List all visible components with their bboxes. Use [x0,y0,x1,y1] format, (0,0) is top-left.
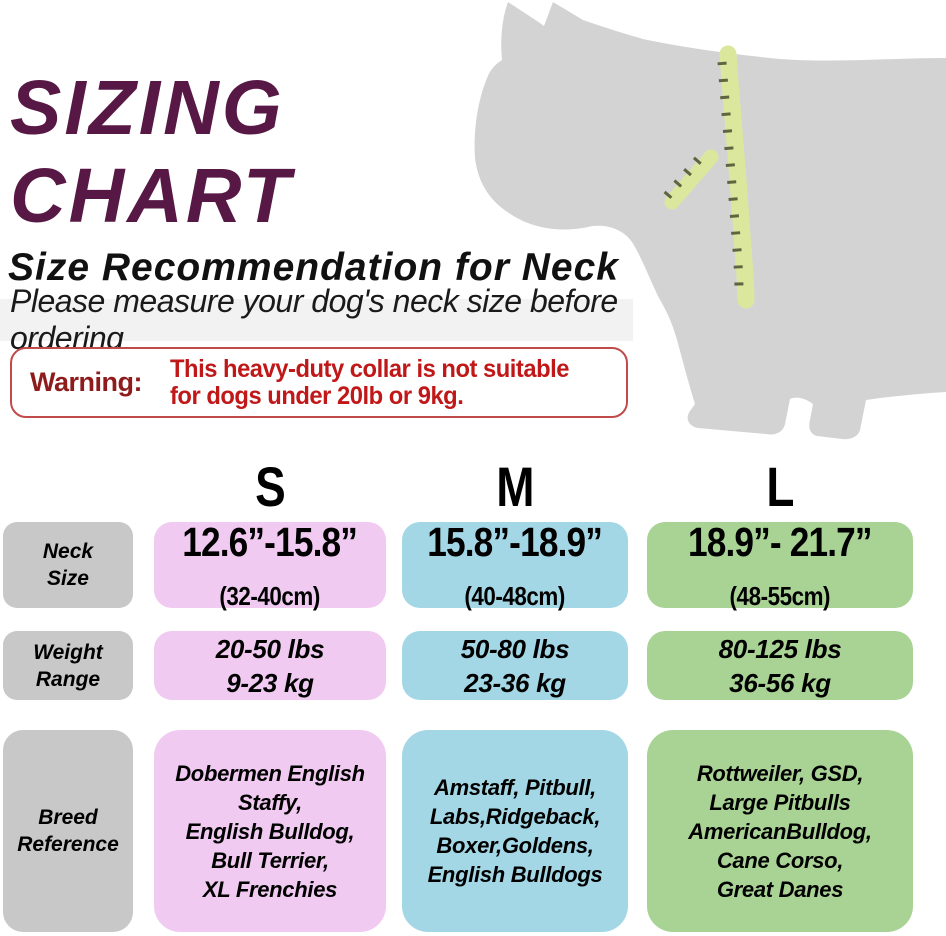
neck-size-cell-l: 18.9”- 21.7” (48-55cm) [647,520,913,610]
breed-reference-cell-m: Amstaff, Pitbull, Labs,Ridgeback, Boxer,… [402,730,628,932]
row-label-weight-range: Weight Range [3,631,133,700]
warning-label: Warning: [30,367,142,397]
weight-range-cell-s: 20-50 lbs 9-23 kg [154,631,386,700]
page-title: SIZING CHART [10,65,294,239]
measuring-tape [719,45,755,309]
breed-reference-cell-s: Dobermen English Staffy, English Bulldog… [154,730,386,932]
neck-size-value-m: 15.8”-18.9” (40-48cm) [427,502,604,628]
neck-size-value-s: 12.6”-15.8” (32-40cm) [182,502,359,628]
neck-size-cell-s: 12.6”-15.8” (32-40cm) [154,520,386,610]
warning-box: Warning: This heavy-duty collar is not s… [10,347,628,418]
dog-neck-measurement-illustration [474,2,946,440]
row-label-neck-size: Neck Size [3,522,133,608]
neck-size-cm: (32-40cm) [219,581,321,611]
row-label-breed-reference: Breed Reference [3,730,133,932]
subtitle: Size Recommendation for Neck [8,246,619,289]
weight-range-cell-m: 50-80 lbs 23-36 kg [402,631,628,700]
neck-size-inches: 18.9”- 21.7” [688,519,873,565]
breed-reference-cell-l: Rottweiler, GSD, Large Pitbulls American… [647,730,913,932]
neck-size-value-l: 18.9”- 21.7” (48-55cm) [688,502,873,628]
neck-size-inches: 12.6”-15.8” [182,519,359,565]
size-header-s: S [255,454,286,518]
neck-size-inches: 15.8”-18.9” [427,519,604,565]
neck-size-cm: (40-48cm) [464,581,566,611]
size-header-m: M [496,454,534,518]
dog-silhouette [474,2,946,440]
weight-range-cell-l: 80-125 lbs 36-56 kg [647,631,913,700]
warning-text: This heavy-duty collar is not suitable f… [169,354,569,410]
neck-size-cell-m: 15.8”-18.9” (40-48cm) [402,520,628,610]
neck-size-cm: (48-55cm) [729,581,831,611]
note-band: Please measure your dog's neck size befo… [0,283,633,356]
measuring-tape-back-side [664,149,719,210]
size-header-l: L [766,454,794,518]
measure-note: Please measure your dog's neck size befo… [10,283,618,356]
measuring-tape-back-ticks [663,150,708,199]
